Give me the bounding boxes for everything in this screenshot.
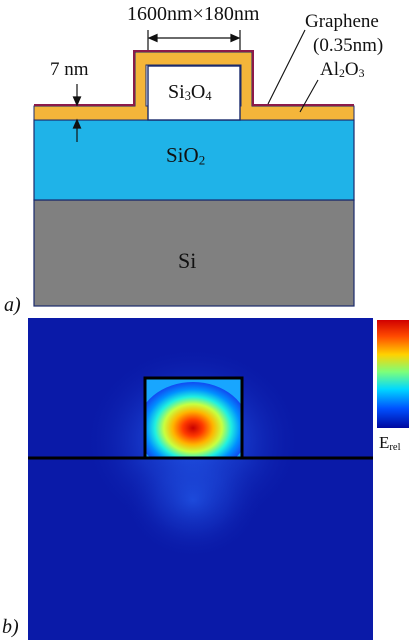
thickness-label: 7 nm: [50, 59, 89, 80]
field-glow-lower: [123, 440, 263, 560]
graphene-thickness-label: (0.35nm): [313, 35, 384, 56]
colorbar-label: Erel: [379, 433, 401, 453]
colorbar: [377, 320, 409, 428]
si-label: Si: [178, 248, 197, 273]
sio2-label: SiO2: [166, 143, 206, 168]
dimension-label: 1600nm×180nm: [127, 3, 260, 25]
sio2-layer: [33, 119, 355, 201]
al2o3-label: Al2O3: [320, 59, 365, 81]
width-dimension: [147, 30, 241, 50]
si-substrate: [33, 199, 355, 307]
panel-b: [28, 318, 409, 640]
leader-lines: [267, 29, 319, 113]
mode-profile: [145, 382, 242, 458]
si3n4-core: [147, 65, 241, 121]
panel-a-tag: a): [4, 294, 21, 316]
si3n4-label: Si3O4: [168, 81, 212, 104]
thickness-arrows: [72, 84, 82, 142]
graphene-layer: [34, 50, 354, 106]
panel-a: [33, 29, 355, 307]
panel-b-tag: b): [2, 616, 19, 638]
graphene-label: Graphene: [305, 11, 379, 32]
